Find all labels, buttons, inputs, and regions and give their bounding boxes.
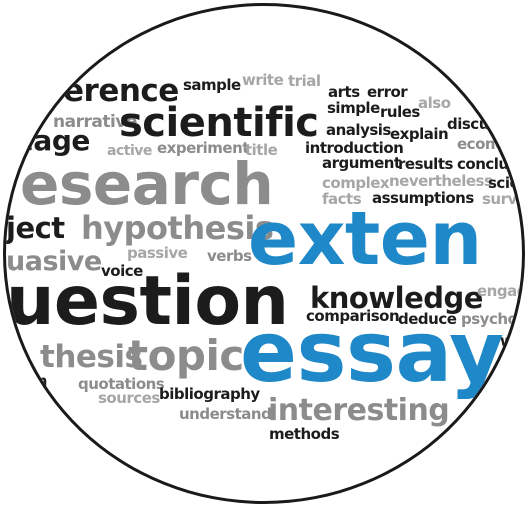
word-narrative: narrative <box>53 112 137 132</box>
word-experiment: experiment <box>157 139 249 157</box>
word-facts: facts <box>322 190 362 208</box>
word-title: title <box>245 141 278 159</box>
word-ation: ation <box>6 372 47 390</box>
word-uage: uage <box>14 124 90 157</box>
word-thesis: thesis <box>40 339 143 375</box>
word-bibliography: bibliography <box>159 385 260 403</box>
word-error: error <box>367 83 408 101</box>
word-comparison: comparison <box>306 307 400 325</box>
word-hypothesis: hypothesis <box>81 209 274 247</box>
word-also: also <box>418 94 451 112</box>
word-rules: rules <box>380 103 420 121</box>
word-di: di <box>490 366 505 384</box>
word-explain: explain <box>390 125 449 143</box>
word-voice: voice <box>101 262 143 280</box>
word-quotations: quotations <box>78 375 165 393</box>
word-trial: trial <box>288 72 321 90</box>
word-interesting: interesting <box>268 393 450 428</box>
word-knowledge: knowledge <box>310 281 483 315</box>
word-exten: exten <box>248 196 482 282</box>
word-understand: understand <box>179 405 272 423</box>
word-economi: economi <box>457 135 525 153</box>
word-engagi: engagi <box>477 282 522 300</box>
word-methods: methods <box>269 425 340 443</box>
word-scie: scie <box>488 174 520 192</box>
word-write: write <box>242 71 284 89</box>
word-passive: passive <box>127 244 188 262</box>
word-conclus: conclus <box>457 155 518 173</box>
word-analysis: analysis <box>326 121 391 139</box>
word-deduce: deduce <box>398 310 457 328</box>
word-verbs: verbs <box>207 247 252 265</box>
word-assumptions: assumptions <box>372 189 474 207</box>
word-erence: erence <box>63 73 179 109</box>
word-topic: topic <box>128 331 244 380</box>
word-discus: discus <box>447 115 498 133</box>
word-cloud-circle: erence sample write trial arts error als… <box>3 3 525 504</box>
word-sample: sample <box>183 76 241 94</box>
word-sources: sources <box>98 389 160 407</box>
word-surve: surve <box>482 190 525 208</box>
word-psycho: psycho <box>461 310 518 328</box>
word-introduction: introduction <box>305 139 404 157</box>
word-active: active <box>107 143 152 159</box>
word-esearch: esearch <box>20 150 274 218</box>
word-scientific: scientific <box>119 100 319 146</box>
word-arts: arts <box>328 83 360 101</box>
word-wo: wo <box>500 332 524 350</box>
word-essay: essay <box>240 303 504 401</box>
word-simple: simple <box>327 99 380 117</box>
word-nevertheless: nevertheless <box>389 172 493 190</box>
word-uestion: uestion <box>6 262 289 341</box>
word-complex: complex <box>322 174 390 192</box>
word-argument: argument <box>322 154 401 172</box>
word-ject: ject <box>6 211 65 245</box>
word-uasive: uasive <box>6 246 102 277</box>
word-results: results <box>398 155 453 173</box>
